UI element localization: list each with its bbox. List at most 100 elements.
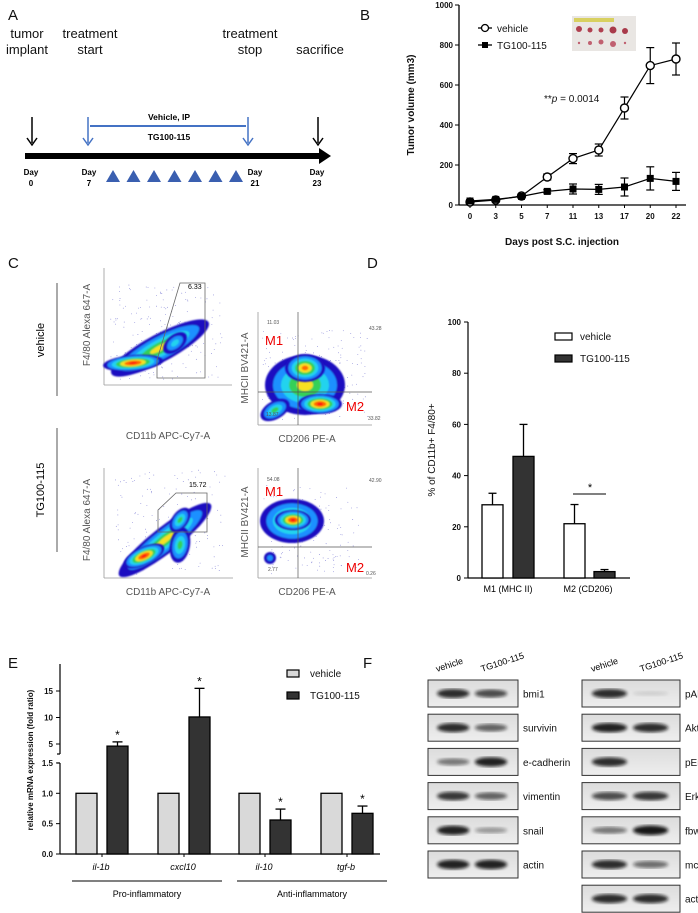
density-blob — [103, 354, 163, 372]
protein-band — [591, 723, 628, 733]
event-dot — [339, 416, 341, 417]
event-dot — [360, 349, 362, 351]
legend-swatch — [286, 691, 300, 700]
event-dot — [352, 398, 354, 400]
event-dot — [362, 376, 364, 378]
event-dot — [356, 364, 358, 365]
quadrant-lr-value: 0.26 — [366, 571, 376, 577]
event-dot — [159, 518, 160, 520]
p-value-annotation: **p = 0.0014 — [544, 94, 600, 105]
arrowhead-icon — [82, 137, 94, 147]
event-dot — [184, 569, 186, 570]
legend-label: TG100-115 — [310, 691, 360, 702]
event-dot — [142, 495, 143, 497]
event-dot — [166, 289, 168, 291]
event-dot — [295, 567, 297, 569]
event-dot — [339, 361, 341, 363]
event-dot — [282, 552, 283, 554]
event-dot — [217, 376, 219, 378]
data-point — [568, 153, 578, 164]
event-dot — [195, 345, 197, 347]
event-dot — [178, 322, 180, 324]
event-dot — [217, 565, 219, 567]
event-dot — [358, 346, 360, 348]
y-tick-label: 600 — [440, 81, 454, 90]
event-dot — [188, 354, 190, 356]
protein-band — [591, 826, 628, 834]
event-dot — [161, 366, 163, 368]
event-dot — [119, 304, 121, 306]
event-dot — [364, 411, 365, 413]
event-dot — [263, 498, 265, 500]
protein-band — [591, 894, 628, 904]
event-dot — [117, 529, 119, 531]
event-dot — [151, 491, 152, 492]
event-dot — [282, 359, 284, 360]
y-axis-label-f4-80: F4/80 Alexa 647-A — [82, 479, 93, 562]
dose-triangle-icon — [126, 170, 141, 182]
event-dot — [213, 556, 215, 558]
event-dot — [203, 342, 205, 344]
event-dot — [343, 403, 344, 404]
event-dot — [122, 307, 124, 309]
legend-marker-vehicle — [480, 23, 490, 33]
event-dot — [134, 321, 136, 323]
event-dot — [305, 350, 307, 352]
event-dot — [353, 532, 355, 534]
event-dot — [350, 405, 352, 407]
event-dot — [156, 520, 157, 522]
event-dot — [362, 398, 364, 400]
event-dot — [191, 471, 193, 473]
density-blob — [169, 527, 191, 563]
p-prefix: ** — [544, 94, 552, 105]
event-dot — [199, 562, 201, 564]
event-dot — [193, 491, 195, 493]
lane-label: vehicle — [435, 656, 465, 674]
event-dot — [143, 516, 145, 517]
day-number: 23 — [313, 179, 322, 188]
event-dot — [181, 292, 183, 294]
event-dot — [147, 287, 149, 289]
event-dot — [195, 476, 197, 478]
event-dot — [141, 330, 143, 332]
significance-star: * — [588, 482, 593, 494]
event-dot — [172, 378, 174, 380]
quadrant-ur-value: 43.28 — [369, 326, 382, 332]
event-dot — [163, 307, 165, 308]
event-dot — [287, 560, 289, 562]
event-dot — [165, 313, 166, 315]
event-dot — [120, 495, 122, 497]
event-dot — [171, 363, 173, 365]
event-dot — [366, 338, 368, 339]
event-dot — [195, 542, 197, 544]
event-dot — [323, 570, 325, 572]
event-dot — [306, 565, 308, 567]
day-label: Day — [24, 168, 39, 177]
legend-swatch — [554, 354, 573, 363]
event-dot — [360, 332, 361, 334]
event-dot — [271, 540, 273, 542]
event-dot — [318, 562, 320, 564]
data-point — [621, 183, 628, 191]
event-dot — [123, 480, 125, 481]
event-dot — [219, 333, 221, 335]
gate-percentage: 15.72 — [189, 482, 207, 489]
event-dot — [338, 524, 340, 526]
event-dot — [187, 496, 188, 497]
flow-cytometry-panel: vehicle TG100-115 F4/80 Alexa 647-A CD11… — [35, 268, 382, 598]
event-dot — [133, 538, 135, 540]
data-point — [543, 187, 551, 195]
protein-band — [632, 860, 669, 869]
mrna-expression-chart: 0.0 0.5 1.0 1.5 5 10 15 relative mRNA expressio… — [26, 664, 387, 899]
data-point — [619, 103, 630, 113]
event-dot — [321, 355, 323, 357]
event-dot — [209, 486, 211, 488]
event-dot — [182, 363, 184, 365]
event-dot — [265, 348, 267, 350]
m2-label: M2 — [346, 399, 364, 414]
event-dot — [179, 321, 181, 322]
density-blob — [285, 354, 325, 382]
event-dot — [125, 482, 127, 483]
bar-vehicle — [481, 504, 504, 579]
event-dot — [327, 558, 329, 559]
